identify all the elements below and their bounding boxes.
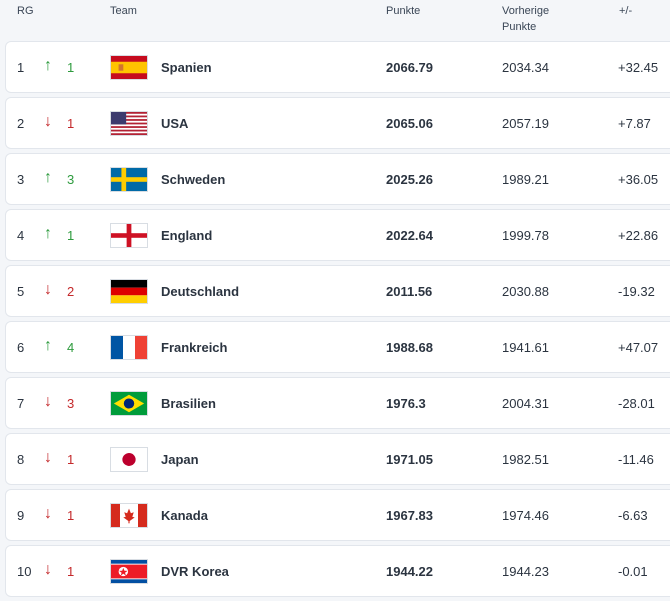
previous-points-cell: 1999.78 [502,228,549,243]
table-row[interactable]: 6 ↑ 4 Frankreich 1988.68 1941.61 +47.07 [5,321,670,373]
team-name[interactable]: USA [161,116,189,131]
team-name[interactable]: DVR Korea [161,564,229,579]
previous-points-cell: 2030.88 [502,284,549,299]
points-cell: 2066.79 [386,60,433,75]
points-cell: 2065.06 [386,116,433,131]
table-row[interactable]: 1 ↑ 1 Spanien 2066.79 2034.34 +32.45 [5,41,670,93]
rank-cell: 9 [17,508,25,523]
previous-points-cell: 1989.21 [502,172,549,187]
rank-cell: 10 [17,564,32,579]
arrow-up-icon: ↑ [44,169,52,186]
diff-cell: +22.86 [618,228,659,243]
header-diff[interactable]: +/- [619,5,633,17]
arrow-up-icon: ↑ [44,337,52,354]
rank-change: 1 [67,228,75,243]
rank-cell: 8 [17,452,25,467]
france-flag-icon [110,335,148,360]
team-name[interactable]: Spanien [161,60,212,75]
diff-cell: +36.05 [618,172,659,187]
team-name[interactable]: Brasilien [161,396,216,411]
rank-change: 4 [67,340,75,355]
rank-cell: 3 [17,172,25,187]
team-name[interactable]: Japan [161,452,199,467]
rank-change: 2 [67,284,75,299]
england-flag-icon [110,223,148,248]
team-name[interactable]: Schweden [161,172,226,187]
diff-cell: -19.32 [618,284,655,299]
points-cell: 1967.83 [386,508,433,523]
rank-cell: 6 [17,340,25,355]
rank-cell: 5 [17,284,25,299]
table-row[interactable]: 3 ↑ 3 Schweden 2025.26 1989.21 +36.05 [5,153,670,205]
sweden-flag-icon [110,167,148,192]
header-points[interactable]: Punkte [386,5,421,17]
rank-cell: 1 [17,60,25,75]
usa-flag-icon [110,111,148,136]
diff-cell: -0.01 [618,564,648,579]
arrow-up-icon: ↑ [44,57,52,74]
points-cell: 1944.22 [386,564,433,579]
rank-cell: 2 [17,116,25,131]
germany-flag-icon [110,279,148,304]
diff-cell: -28.01 [618,396,655,411]
points-cell: 2011.56 [386,284,433,299]
north-korea-flag-icon [110,559,148,584]
rank-change: 3 [67,172,75,187]
table-row[interactable]: 2 ↓ 1 USA 2065.06 2057.19 +7.87 [5,97,670,149]
header-team[interactable]: Team [110,5,137,17]
arrow-down-icon: ↓ [44,561,52,578]
arrow-down-icon: ↓ [44,449,52,466]
points-cell: 1988.68 [386,340,433,355]
japan-flag-icon [110,447,148,472]
table-row[interactable]: 7 ↓ 3 Brasilien 1976.3 2004.31 -28.01 [5,377,670,429]
table-row[interactable]: 8 ↓ 1 Japan 1971.05 1982.51 -11.46 [5,433,670,485]
points-cell: 1971.05 [386,452,433,467]
diff-cell: +32.45 [618,60,659,75]
previous-points-cell: 2034.34 [502,60,549,75]
table-header: RG Team Punkte Vorherige Punkte +/- [0,0,670,40]
arrow-up-icon: ↑ [44,225,52,242]
rank-change: 1 [67,564,75,579]
diff-cell: -11.46 [618,452,654,467]
team-name[interactable]: Kanada [161,508,208,523]
points-cell: 2022.64 [386,228,433,243]
previous-points-cell: 1982.51 [502,452,549,467]
ranking-table: 1 ↑ 1 Spanien 2066.79 2034.34 +32.45 2 ↓… [5,41,670,601]
rank-cell: 4 [17,228,25,243]
team-name[interactable]: Deutschland [161,284,240,299]
previous-points-cell: 2057.19 [502,116,549,131]
table-row[interactable]: 5 ↓ 2 Deutschland 2011.56 2030.88 -19.32 [5,265,670,317]
team-name[interactable]: Frankreich [161,340,228,355]
rank-change: 1 [67,116,75,131]
previous-points-cell: 1944.23 [502,564,549,579]
arrow-down-icon: ↓ [44,505,52,522]
header-rank[interactable]: RG [17,5,34,17]
team-name[interactable]: England [161,228,213,243]
points-cell: 1976.3 [386,396,426,411]
points-cell: 2025.26 [386,172,433,187]
rank-change: 1 [67,60,75,75]
diff-cell: +7.87 [618,116,651,131]
rank-cell: 7 [17,396,25,411]
brazil-flag-icon [110,391,148,416]
arrow-down-icon: ↓ [44,393,52,410]
table-row[interactable]: 9 ↓ 1 Kanada 1967.83 1974.46 -6.63 [5,489,670,541]
previous-points-cell: 1974.46 [502,508,549,523]
arrow-down-icon: ↓ [44,113,52,130]
rank-change: 3 [67,396,75,411]
rank-change: 1 [67,508,75,523]
arrow-down-icon: ↓ [44,281,52,298]
table-row[interactable]: 4 ↑ 1 England 2022.64 1999.78 +22.86 [5,209,670,261]
diff-cell: +47.07 [618,340,659,355]
diff-cell: -6.63 [618,508,648,523]
spain-flag-icon [110,55,148,80]
canada-flag-icon [110,503,148,528]
header-previous-points[interactable]: Vorherige Punkte [502,5,550,33]
table-row[interactable]: 10 ↓ 1 DVR Korea 1944.22 1944.23 -0.01 [5,545,670,597]
rank-change: 1 [67,452,75,467]
previous-points-cell: 1941.61 [502,340,549,355]
previous-points-cell: 2004.31 [502,396,549,411]
